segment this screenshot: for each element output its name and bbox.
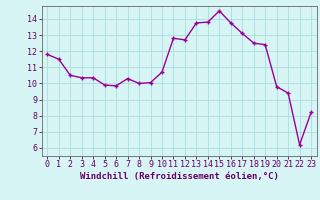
X-axis label: Windchill (Refroidissement éolien,°C): Windchill (Refroidissement éolien,°C) (80, 172, 279, 181)
